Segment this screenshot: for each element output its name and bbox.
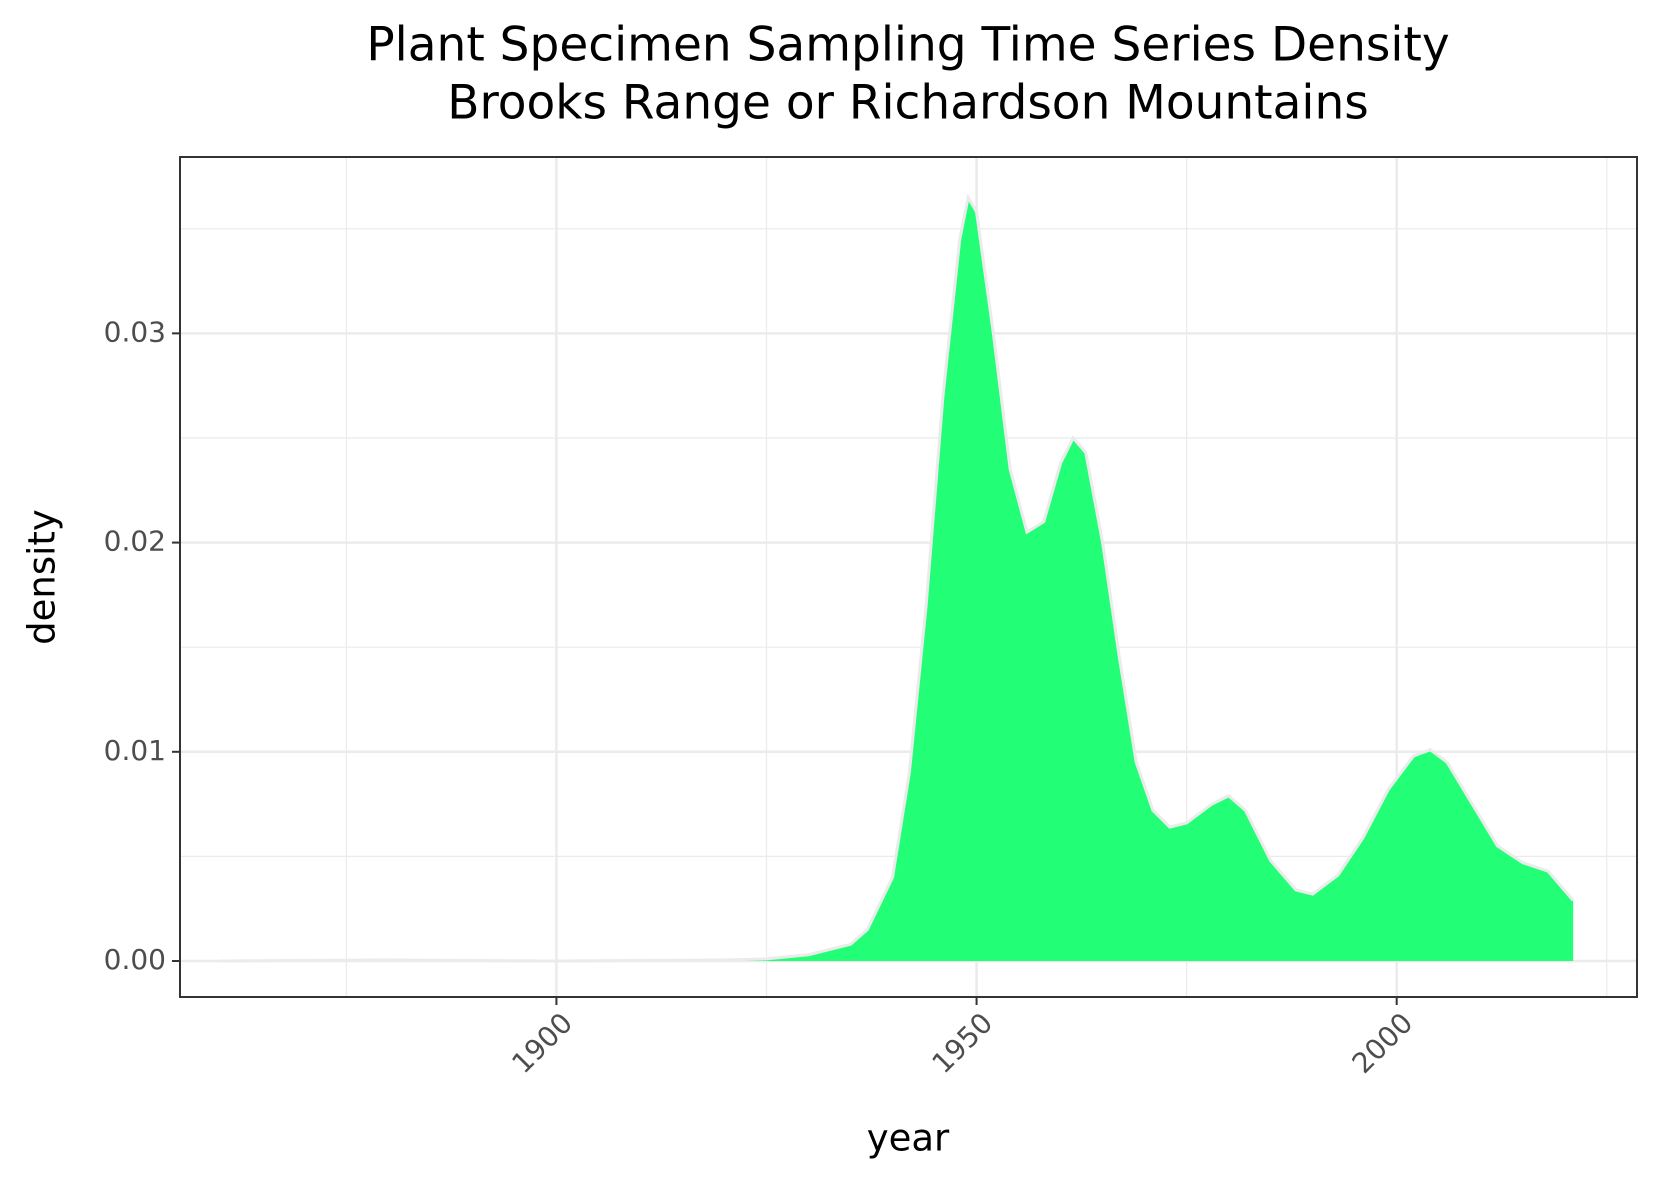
y-tick-label: 0.00 [104, 943, 166, 976]
chart-subtitle: Brooks Range or Richardson Mountains [447, 76, 1369, 131]
chart-title: Plant Specimen Sampling Time Series Dens… [366, 18, 1449, 73]
x-axis-title: year [867, 1117, 950, 1160]
y-tick-label: 0.02 [104, 525, 166, 558]
x-tick-label: 2000 [1346, 1006, 1420, 1080]
y-tick-label: 0.03 [104, 315, 166, 348]
y-axis-title: density [21, 509, 64, 645]
plot-border [179, 156, 1638, 998]
y-tick-label: 0.01 [104, 734, 166, 767]
x-tick-label: 1900 [505, 1006, 579, 1080]
x-tick-label: 1950 [925, 1006, 999, 1080]
density-area [220, 197, 1574, 962]
density-outline [220, 193, 1575, 963]
